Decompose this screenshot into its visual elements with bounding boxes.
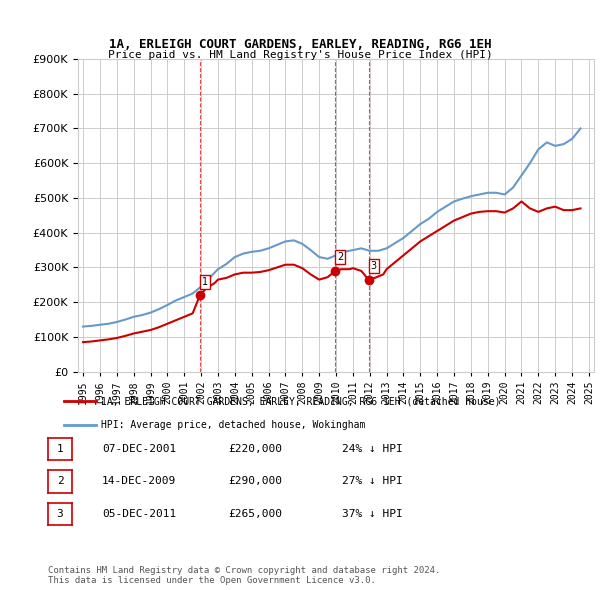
Text: 3: 3 [56,509,64,519]
Text: 1A, ERLEIGH COURT GARDENS, EARLEY, READING, RG6 1EH: 1A, ERLEIGH COURT GARDENS, EARLEY, READI… [109,38,491,51]
Text: £220,000: £220,000 [228,444,282,454]
Text: 1A, ERLEIGH COURT GARDENS, EARLEY, READING, RG6 1EH (detached house): 1A, ERLEIGH COURT GARDENS, EARLEY, READI… [101,396,500,407]
Text: 37% ↓ HPI: 37% ↓ HPI [342,509,403,519]
Text: HPI: Average price, detached house, Wokingham: HPI: Average price, detached house, Woki… [101,419,365,430]
Text: £265,000: £265,000 [228,509,282,519]
Text: Contains HM Land Registry data © Crown copyright and database right 2024.: Contains HM Land Registry data © Crown c… [48,566,440,575]
Text: 27% ↓ HPI: 27% ↓ HPI [342,477,403,486]
Text: 05-DEC-2011: 05-DEC-2011 [102,509,176,519]
Text: Price paid vs. HM Land Registry's House Price Index (HPI): Price paid vs. HM Land Registry's House … [107,50,493,60]
Text: £290,000: £290,000 [228,477,282,486]
Text: 3: 3 [371,261,377,271]
Text: 1: 1 [202,277,208,287]
Text: 07-DEC-2001: 07-DEC-2001 [102,444,176,454]
Text: 1: 1 [56,444,64,454]
Text: 2: 2 [337,253,344,262]
Text: 24% ↓ HPI: 24% ↓ HPI [342,444,403,454]
Text: 2: 2 [56,477,64,486]
Text: 14-DEC-2009: 14-DEC-2009 [102,477,176,486]
Text: This data is licensed under the Open Government Licence v3.0.: This data is licensed under the Open Gov… [48,576,376,585]
